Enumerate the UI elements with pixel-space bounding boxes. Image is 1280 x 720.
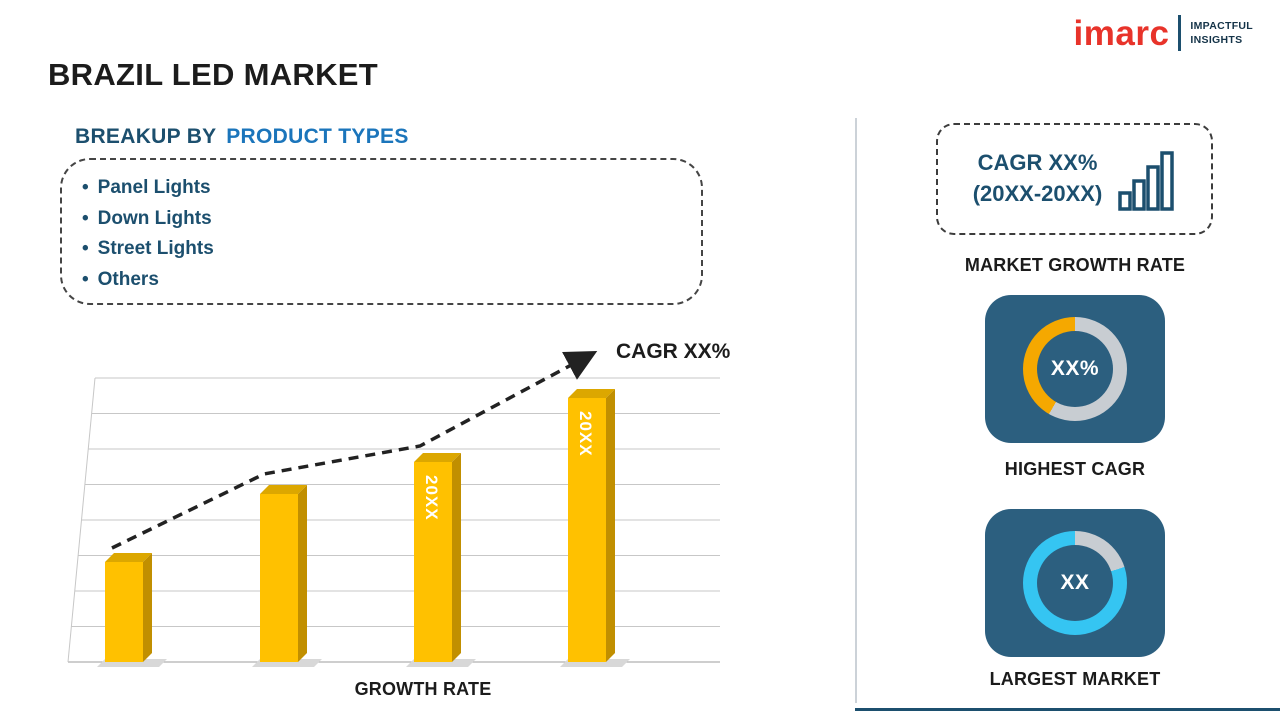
cagr-box-line1: CAGR XX% xyxy=(977,150,1098,176)
product-item: Others xyxy=(82,265,701,296)
logo-divider xyxy=(1178,15,1182,51)
growth-bar-chart: 20XX 20XX xyxy=(65,372,725,670)
breakup-heading: BREAKUP BY PRODUCT TYPES xyxy=(75,125,409,149)
logo-tagline-line2: INSIGHTS xyxy=(1190,34,1243,46)
highest-cagr-value: XX% xyxy=(1050,357,1100,380)
highest-cagr-donut: XX% xyxy=(1023,317,1127,421)
logo-tagline: IMPACTFUL INSIGHTS xyxy=(1190,19,1253,47)
chart-bars: 20XX 20XX xyxy=(97,389,630,667)
highest-cagr-label: HIGHEST CAGR xyxy=(1004,459,1146,479)
largest-market-donut: XX xyxy=(1023,531,1127,635)
breakup-heading-prefix: BREAKUP BY xyxy=(75,125,217,148)
imarc-logo: imarc IMPACTFUL INSIGHTS xyxy=(1074,15,1253,51)
page-title: BRAZIL LED MARKET xyxy=(48,57,379,92)
vertical-divider xyxy=(855,118,857,703)
market-growth-rate-label: MARKET GROWTH RATE xyxy=(964,255,1186,275)
product-item: Street Lights xyxy=(82,234,701,265)
product-item: Panel Lights xyxy=(82,173,701,204)
product-types-box: Panel Lights Down Lights Street Lights O… xyxy=(60,158,703,305)
cagr-box-line2: (20XX-20XX) xyxy=(972,181,1103,206)
bottom-rule xyxy=(855,708,1280,711)
bar-chart-icon xyxy=(1118,151,1175,211)
product-types-list: Panel Lights Down Lights Street Lights O… xyxy=(82,173,701,295)
largest-market-card: XX xyxy=(985,509,1165,657)
logo-brand: imarc xyxy=(1073,13,1170,53)
cagr-box: CAGR XX% (20XX-20XX) xyxy=(936,123,1213,235)
svg-text:20XX: 20XX xyxy=(422,475,441,521)
x-axis-label: GROWTH RATE xyxy=(354,679,492,699)
largest-market-label: LARGEST MARKET xyxy=(989,669,1161,689)
product-item: Down Lights xyxy=(82,204,701,235)
logo-tagline-line1: IMPACTFUL xyxy=(1190,19,1253,32)
cagr-box-text: CAGR XX% (20XX-20XX) xyxy=(973,148,1103,210)
trend-cagr-label: CAGR XX% xyxy=(616,340,731,363)
breakup-heading-highlight: PRODUCT TYPES xyxy=(226,125,409,148)
largest-market-value: XX xyxy=(1060,571,1090,594)
highest-cagr-card: XX% xyxy=(985,295,1165,443)
svg-text:20XX: 20XX xyxy=(576,411,595,457)
